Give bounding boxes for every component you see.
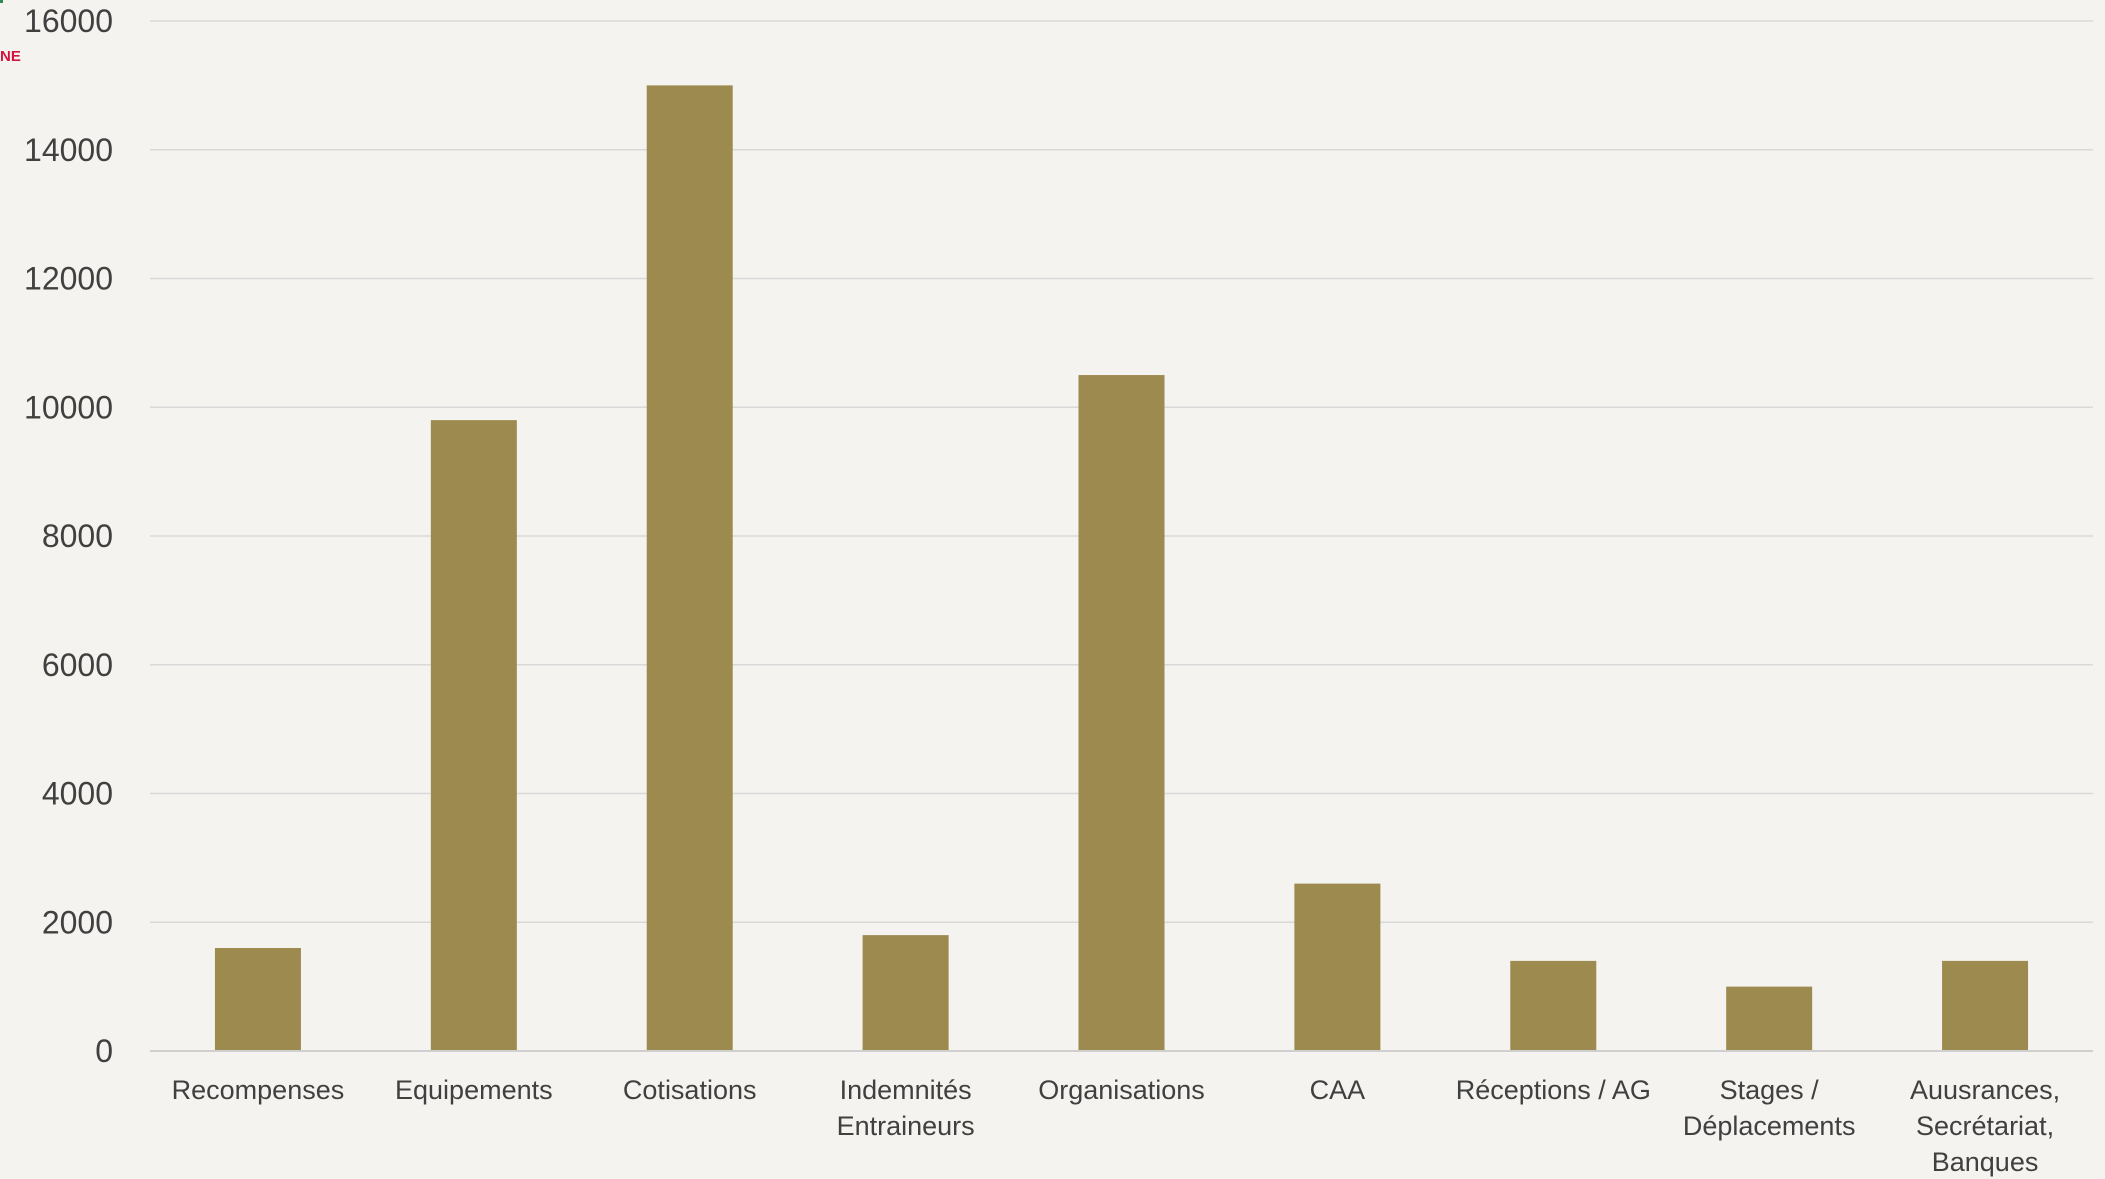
y-tick-labels: 0 2000 4000 6000 8000 10000 12000 14000 16000 bbox=[24, 3, 113, 1069]
y-tick-label: 14000 bbox=[24, 132, 113, 168]
x-category-label-line: Stages / bbox=[1720, 1075, 1820, 1105]
x-category-label-line: Recompenses bbox=[172, 1075, 345, 1105]
x-category-label-line: Organisations bbox=[1038, 1075, 1205, 1105]
x-category-label-line: Banques bbox=[1932, 1147, 2039, 1177]
x-category-label: Recompenses bbox=[172, 1075, 345, 1105]
x-category-labels: Recompenses Equipements Cotisations Indemni… bbox=[172, 1075, 2060, 1177]
bar bbox=[862, 935, 949, 1051]
y-tick-label: 4000 bbox=[42, 776, 113, 812]
bar bbox=[1510, 960, 1597, 1051]
x-category-label-line: Indemnités bbox=[840, 1075, 972, 1105]
x-category-label: Organisations bbox=[1038, 1075, 1205, 1105]
bars bbox=[214, 85, 2029, 1051]
corner-label: NE bbox=[0, 48, 21, 65]
x-category-label: Auusrances, Secrétariat, Banques bbox=[1910, 1075, 2060, 1177]
x-category-label-line: Déplacements bbox=[1683, 1111, 1856, 1141]
y-tick-label: 8000 bbox=[42, 518, 113, 554]
y-tick-label: 12000 bbox=[24, 261, 113, 297]
bar bbox=[1942, 960, 2029, 1051]
y-tick-label: 16000 bbox=[24, 3, 113, 39]
x-category-label: Cotisations bbox=[623, 1075, 757, 1105]
x-category-label: CAA bbox=[1310, 1075, 1366, 1105]
corner-marker bbox=[0, 0, 3, 3]
y-tick-label: 6000 bbox=[42, 647, 113, 683]
x-category-label-line: CAA bbox=[1310, 1075, 1366, 1105]
y-tick-label: 0 bbox=[95, 1033, 113, 1069]
x-category-label: Indemnités Entraineurs bbox=[837, 1075, 975, 1141]
y-tick-label: 2000 bbox=[42, 904, 113, 940]
bar bbox=[1726, 986, 1813, 1051]
x-category-label-line: Réceptions / AG bbox=[1456, 1075, 1651, 1105]
bar bbox=[430, 420, 517, 1051]
y-tick-label: 10000 bbox=[24, 389, 113, 425]
x-category-label: Réceptions / AG bbox=[1456, 1075, 1651, 1105]
x-category-label: Equipements bbox=[395, 1075, 553, 1105]
bar bbox=[1078, 375, 1165, 1051]
bar bbox=[214, 948, 301, 1051]
x-category-label-line: Cotisations bbox=[623, 1075, 757, 1105]
x-category-label-line: Auusrances, bbox=[1910, 1075, 2060, 1105]
x-category-label-line: Equipements bbox=[395, 1075, 553, 1105]
bar bbox=[1294, 883, 1381, 1051]
x-category-label: Stages / Déplacements bbox=[1683, 1075, 1856, 1141]
x-category-label-line: Secrétariat, bbox=[1916, 1111, 2054, 1141]
bar bbox=[646, 85, 733, 1051]
x-category-label-line: Entraineurs bbox=[837, 1111, 975, 1141]
